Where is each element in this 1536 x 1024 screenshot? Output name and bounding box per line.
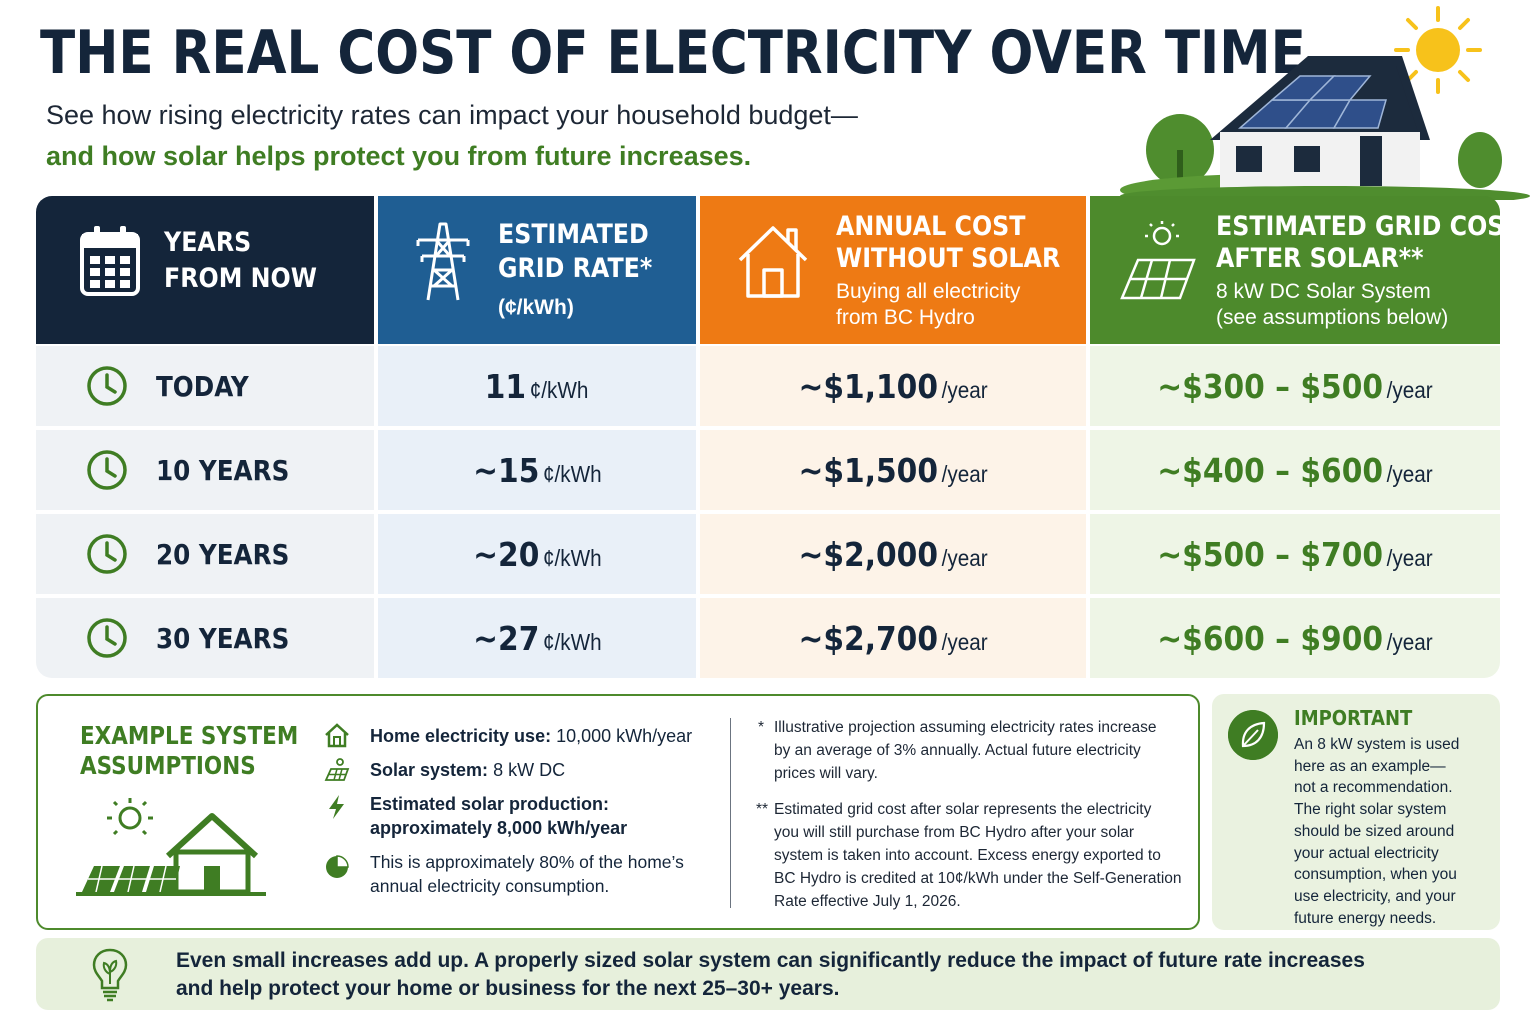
table-cell-solar-cost: ~$300 – $500/year [1090,346,1500,426]
period-label: 30 YEARS [156,621,290,655]
table-cell-cost: ~$1,100/year [700,346,1086,426]
header-rate-unit: (¢/kWh) [498,296,574,319]
sun-icon [1394,6,1482,94]
header-solar-sub-1: 8 kW DC Solar System [1216,280,1431,303]
header-years-title-1: YEARS [164,227,252,258]
lightning-icon [329,795,344,819]
important-text: An 8 kW system is used here as an exampl… [1294,736,1460,927]
header-years-title-2: FROM NOW [164,263,317,294]
assumptions-title-1: EXAMPLE SYSTEM [80,721,299,750]
clock-icon [87,618,127,658]
header-grid-rate: ESTIMATED GRID RATE* (¢/kWh) [378,196,696,344]
header-years: YEARS FROM NOW [36,196,374,344]
assumption-production: Estimated solar production: approximately… [370,794,628,838]
table-cell-solar-cost: ~$600 – $900/year [1090,598,1500,678]
assumption-solar-system: Solar system: 8 kW DC [370,760,566,780]
table-cell-solar-cost: ~$500 – $700/year [1090,514,1500,594]
lightbulb-icon [92,948,128,1002]
house-outline-icon [325,723,349,748]
table-cell-solar-cost: ~$400 – $600/year [1090,430,1500,510]
important-title: IMPORTANT [1294,706,1413,730]
header-cost-without-solar: ANNUAL COST WITHOUT SOLAR Buying all ele… [700,196,1086,344]
solar-panel-icon [1120,221,1196,300]
cost-table: YEARS FROM NOW TODAY 10 YEARS 20 YEARS 3… [36,196,1500,678]
column-cost-after-solar: ESTIMATED GRID COST AFTER SOLAR** 8 kW D… [1090,196,1500,678]
assumption-percentage: This is approximately 80% of the home’s a… [370,852,684,896]
clock-icon [87,366,127,406]
footer-message: Even small increases add up. A properly … [176,949,1365,1000]
header-cost-sub-2: from BC Hydro [836,306,975,329]
column-cost-without-solar: ANNUAL COST WITHOUT SOLAR Buying all ele… [700,196,1086,678]
solar-home-illustration [76,798,266,896]
column-years: YEARS FROM NOW TODAY 10 YEARS 20 YEARS 3… [36,196,374,678]
header-rate-title-2: GRID RATE* [498,253,653,284]
table-cell-rate: ~15 ¢/kWh [378,430,696,510]
power-tower-icon [416,222,470,301]
assumptions-title-2: ASSUMPTIONS [80,751,256,780]
header-cost-sub-1: Buying all electricity [836,280,1021,303]
footer-banner: Even small increases add up. A properly … [36,938,1500,1010]
table-cell-rate: ~27 ¢/kWh [378,598,696,678]
header-rate-title-1: ESTIMATED [498,219,649,250]
clock-icon [87,534,127,574]
house-icon [738,226,808,298]
table-cell-cost: ~$2,000/year [700,514,1086,594]
pie-chart-icon [326,855,349,878]
table-row: TODAY [36,346,374,426]
divider [730,718,731,908]
leaf-icon [1228,710,1278,760]
assumptions-panel: EXAMPLE SYSTEM ASSUMPTIONS Home electric… [36,694,1200,930]
table-row: 30 YEARS [36,598,374,678]
header-solar-title-2: AFTER SOLAR** [1216,243,1424,274]
period-label: 20 YEARS [156,537,290,571]
footnote-1: * Illustrative projection assuming elect… [758,719,1157,782]
table-row: 10 YEARS [36,430,374,510]
subtitle-line-1: See how rising electricity rates can imp… [46,100,858,130]
header-cost-after-solar: ESTIMATED GRID COST AFTER SOLAR** 8 kW D… [1090,196,1500,344]
table-cell-cost: ~$2,700/year [700,598,1086,678]
table-cell-cost: ~$1,500/year [700,430,1086,510]
solar-panel-small-icon [324,758,350,781]
solar-house-illustration [1120,6,1530,200]
table-cell-rate: ~20 ¢/kWh [378,514,696,594]
period-label: 10 YEARS [156,453,290,487]
column-grid-rate: ESTIMATED GRID RATE* (¢/kWh) 11 ¢/kWh ~15… [378,196,696,678]
table-cell-rate: 11 ¢/kWh [378,346,696,426]
page-title: THE REAL COST OF ELECTRICITY OVER TIME [40,18,1306,88]
header-solar-sub-2: (see assumptions below) [1216,306,1449,329]
period-label: TODAY [156,369,249,403]
calendar-icon [80,226,140,296]
important-panel: IMPORTANT An 8 kW system is used here as… [1212,694,1500,930]
header-cost-title-2: WITHOUT SOLAR [836,243,1061,274]
clock-icon [87,450,127,490]
assumption-home-use: Home electricity use: 10,000 kWh/year [370,726,693,746]
footnote-2: ** Estimated grid cost after solar repre… [756,801,1182,910]
header-solar-title-1: ESTIMATED GRID COST [1216,211,1500,242]
header-cost-title-1: ANNUAL COST [836,211,1026,242]
table-row: 20 YEARS [36,514,374,594]
subtitle-line-2: and how solar helps protect you from fut… [46,141,752,171]
